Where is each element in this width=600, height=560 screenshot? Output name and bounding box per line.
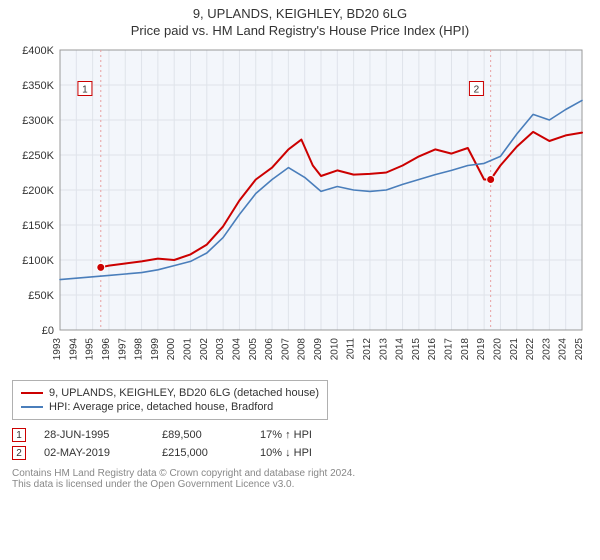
chart-container: £0 £50K £100K £150K £200K £250K £300K £350K £400… <box>12 44 588 374</box>
svg-text:2004: 2004 <box>231 338 242 361</box>
svg-text:£0: £0 <box>42 325 54 337</box>
sale-date: 02-MAY-2019 <box>44 447 144 459</box>
legend-item-hpi: HPI: Average price, detached house, Brad… <box>21 401 319 413</box>
svg-text:1999: 1999 <box>150 338 161 361</box>
legend-item-price-paid: 9, UPLANDS, KEIGHLEY, BD20 6LG (detached… <box>21 387 319 399</box>
svg-text:2020: 2020 <box>492 338 503 361</box>
title-subtitle: Price paid vs. HM Land Registry's House … <box>0 23 600 38</box>
svg-text:£150K: £150K <box>22 220 54 232</box>
title-address: 9, UPLANDS, KEIGHLEY, BD20 6LG <box>0 6 600 21</box>
legend-label-2: HPI: Average price, detached house, Brad… <box>49 401 273 413</box>
svg-text:2017: 2017 <box>444 338 455 361</box>
legend-swatch-red <box>21 392 43 394</box>
footer-line-1: Contains HM Land Registry data © Crown c… <box>12 468 588 479</box>
sale-hpi: 10% ↓ HPI <box>260 447 340 459</box>
svg-text:1997: 1997 <box>117 338 128 361</box>
svg-text:2015: 2015 <box>411 338 422 361</box>
footer: Contains HM Land Registry data © Crown c… <box>12 468 588 490</box>
svg-text:£350K: £350K <box>22 80 54 92</box>
svg-text:2009: 2009 <box>313 338 324 361</box>
svg-text:2022: 2022 <box>525 338 536 361</box>
svg-text:2013: 2013 <box>378 338 389 361</box>
svg-text:2024: 2024 <box>558 338 569 361</box>
svg-text:1996: 1996 <box>101 338 112 361</box>
svg-text:2002: 2002 <box>199 338 210 361</box>
sale-hpi: 17% ↑ HPI <box>260 429 340 441</box>
svg-text:£200K: £200K <box>22 185 54 197</box>
price-chart: £0 £50K £100K £150K £200K £250K £300K £350K £400… <box>12 44 588 374</box>
legend-swatch-blue <box>21 406 43 408</box>
svg-text:£300K: £300K <box>22 115 54 127</box>
svg-text:1995: 1995 <box>85 338 96 361</box>
footer-line-2: This data is licensed under the Open Gov… <box>12 479 588 490</box>
sales-table: 1 28-JUN-1995 £89,500 17% ↑ HPI 2 02-MAY… <box>12 428 588 460</box>
sale-price: £215,000 <box>162 447 242 459</box>
svg-text:2001: 2001 <box>183 338 194 361</box>
sale-marker-1: 1 <box>12 428 26 442</box>
svg-text:2018: 2018 <box>460 338 471 361</box>
svg-text:2007: 2007 <box>280 338 291 361</box>
sale-price: £89,500 <box>162 429 242 441</box>
svg-text:£400K: £400K <box>22 45 54 57</box>
svg-text:2010: 2010 <box>329 338 340 361</box>
svg-text:2016: 2016 <box>427 338 438 361</box>
svg-text:£100K: £100K <box>22 255 54 267</box>
svg-text:1993: 1993 <box>52 338 63 361</box>
legend: 9, UPLANDS, KEIGHLEY, BD20 6LG (detached… <box>12 380 328 420</box>
svg-text:2006: 2006 <box>264 338 275 361</box>
svg-text:1994: 1994 <box>68 338 79 361</box>
svg-text:2021: 2021 <box>509 338 520 361</box>
legend-label-1: 9, UPLANDS, KEIGHLEY, BD20 6LG (detached… <box>49 387 319 399</box>
svg-text:1998: 1998 <box>134 338 145 361</box>
svg-text:£50K: £50K <box>28 290 54 302</box>
svg-text:2012: 2012 <box>362 338 373 361</box>
sale-row: 1 28-JUN-1995 £89,500 17% ↑ HPI <box>12 428 588 442</box>
svg-text:2003: 2003 <box>215 338 226 361</box>
sale-marker-2: 2 <box>12 446 26 460</box>
svg-text:£250K: £250K <box>22 150 54 162</box>
svg-text:2025: 2025 <box>574 338 585 361</box>
svg-text:2: 2 <box>474 85 480 96</box>
svg-text:2023: 2023 <box>541 338 552 361</box>
svg-text:2000: 2000 <box>166 338 177 361</box>
svg-text:2019: 2019 <box>476 338 487 361</box>
sale-date: 28-JUN-1995 <box>44 429 144 441</box>
svg-text:2011: 2011 <box>346 338 357 360</box>
chart-titles: 9, UPLANDS, KEIGHLEY, BD20 6LG Price pai… <box>0 0 600 38</box>
svg-text:2005: 2005 <box>248 338 259 361</box>
svg-text:2014: 2014 <box>395 338 406 361</box>
sale-row: 2 02-MAY-2019 £215,000 10% ↓ HPI <box>12 446 588 460</box>
svg-text:1: 1 <box>82 85 88 96</box>
svg-text:2008: 2008 <box>297 338 308 361</box>
